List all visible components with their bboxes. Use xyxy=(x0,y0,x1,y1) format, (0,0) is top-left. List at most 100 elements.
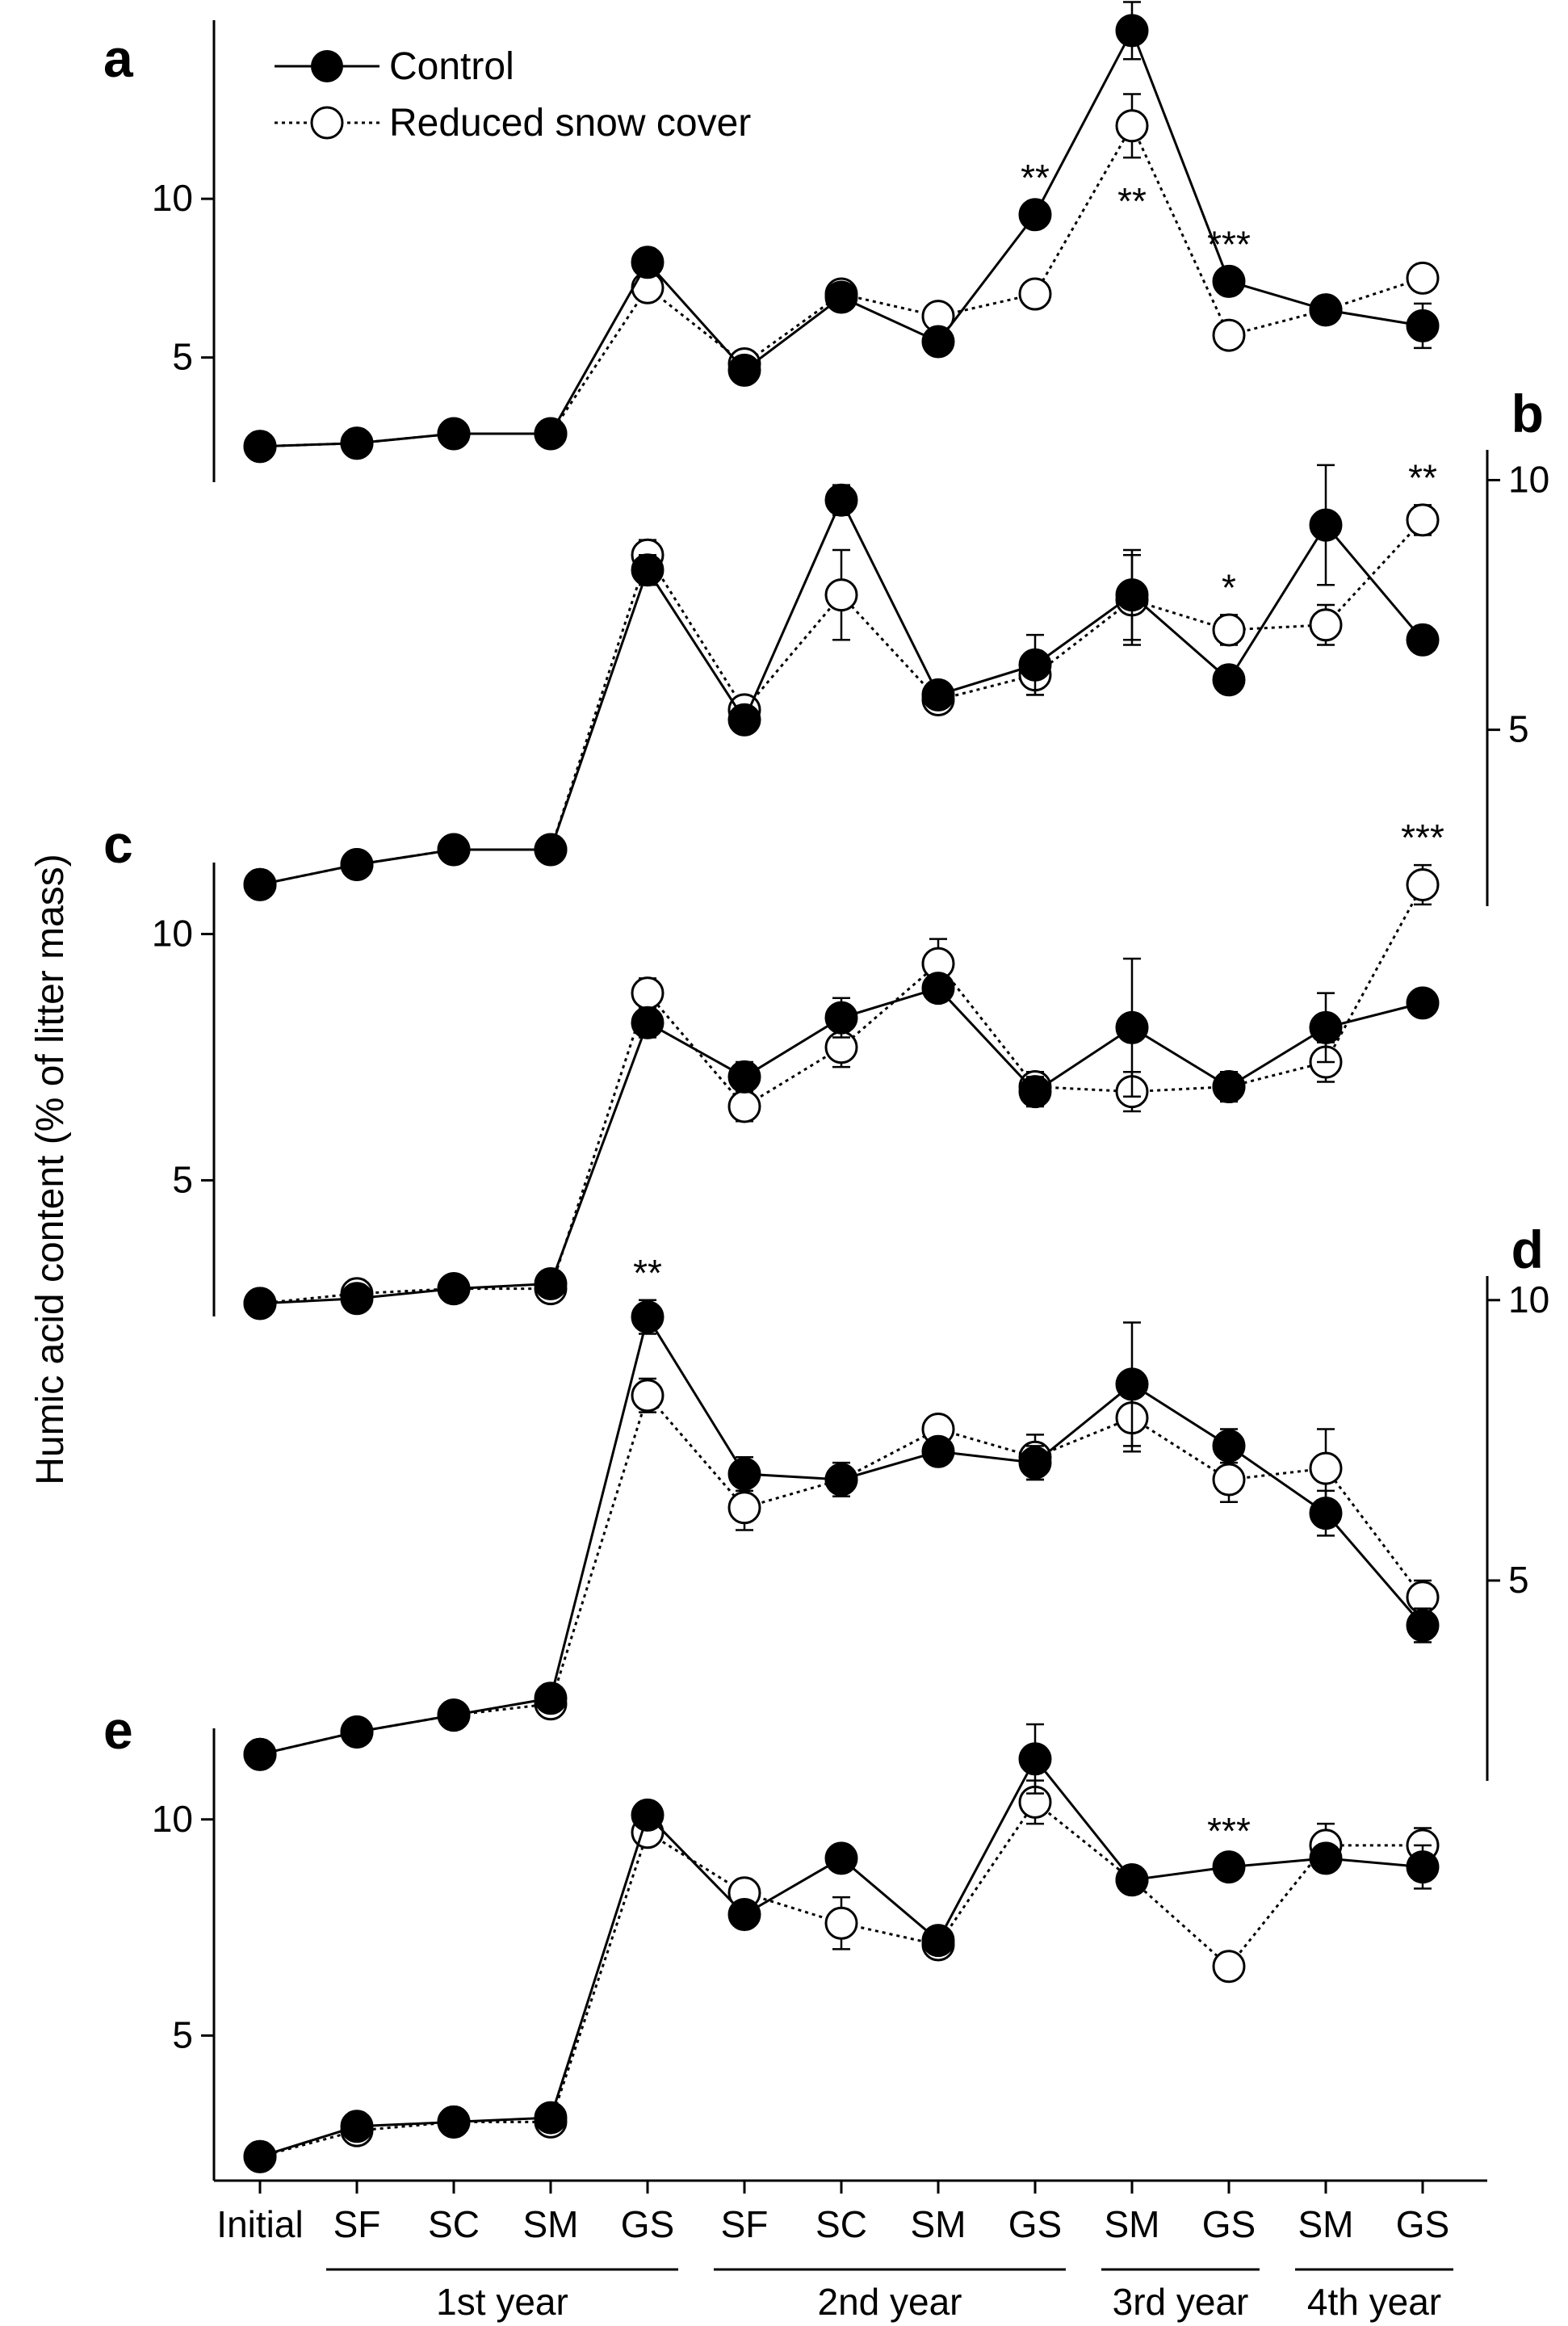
data-point xyxy=(1406,867,1440,901)
data-point xyxy=(1406,1850,1440,1884)
data-point xyxy=(631,1798,665,1832)
data-point xyxy=(437,1272,471,1306)
data-point xyxy=(1212,318,1246,352)
legend-label-control: Control xyxy=(389,45,514,88)
significance-marker: ** xyxy=(633,1252,662,1294)
data-point xyxy=(1115,578,1149,612)
data-point xyxy=(340,848,374,882)
data-point xyxy=(921,678,955,712)
x-tick-label: SC xyxy=(815,2203,867,2245)
data-point xyxy=(1018,277,1052,311)
data-point xyxy=(1406,503,1440,537)
panel-d-letter: d xyxy=(1511,1220,1544,1279)
data-point xyxy=(1115,14,1149,48)
panel-a-letter: a xyxy=(103,28,134,88)
data-point xyxy=(1212,1070,1246,1104)
x-tick-label: SF xyxy=(333,2203,381,2245)
significance-marker: * xyxy=(1222,566,1236,608)
data-point xyxy=(340,426,374,460)
panel-e: e 5 10 *** xyxy=(103,1700,1440,2181)
x-group-label: 2nd year xyxy=(817,2281,962,2323)
data-point xyxy=(437,1698,471,1732)
data-point xyxy=(824,1001,858,1035)
data-point xyxy=(1309,1497,1343,1530)
data-point xyxy=(437,2105,471,2139)
data-point xyxy=(340,1715,374,1749)
x-axis-labels: Initial SF SC SM GS SF SC SM GS SM GS SM GS 1st year 2… xyxy=(216,2181,1453,2323)
panel-e-y-tick-label: 10 xyxy=(152,1798,193,1840)
panel-c-y-tick-label: 10 xyxy=(152,912,193,954)
data-point xyxy=(1309,293,1343,327)
data-point xyxy=(824,1906,858,1940)
data-point xyxy=(534,1267,568,1301)
x-tick-label: SM xyxy=(1298,2203,1354,2245)
panel-a-y-tick-label: 10 xyxy=(152,177,193,219)
x-tick-label: GS xyxy=(621,2203,674,2245)
data-point xyxy=(727,703,761,737)
data-point xyxy=(1018,1742,1052,1776)
data-point xyxy=(340,2110,374,2143)
data-point xyxy=(1115,1010,1149,1044)
x-group-label: 1st year xyxy=(436,2281,568,2323)
data-point xyxy=(1115,1863,1149,1897)
panel-c-y-tick-label: 5 xyxy=(172,1158,193,1200)
data-point xyxy=(534,833,568,867)
significance-marker: ** xyxy=(1408,456,1437,498)
data-point xyxy=(921,325,955,359)
data-point xyxy=(727,1090,761,1123)
data-point xyxy=(1212,1850,1246,1884)
significance-marker: ** xyxy=(1021,157,1050,199)
x-tick-label: SM xyxy=(523,2203,579,2245)
x-tick-label: SF xyxy=(721,2203,769,2245)
data-point xyxy=(1212,1463,1246,1497)
data-point xyxy=(534,417,568,451)
data-point xyxy=(1309,608,1343,642)
x-group-label: 4th year xyxy=(1307,2281,1441,2323)
data-point xyxy=(1309,1010,1343,1044)
panel-e-y-tick-label: 5 xyxy=(172,2013,193,2055)
panel-d-series-control xyxy=(243,1299,1440,1771)
data-point xyxy=(631,553,665,587)
panel-b-series-control xyxy=(243,464,1440,901)
panel-e-letter: e xyxy=(103,1700,133,1760)
data-point xyxy=(1309,1841,1343,1875)
data-point xyxy=(243,1737,277,1771)
data-point xyxy=(1406,986,1440,1020)
data-point xyxy=(921,972,955,1006)
x-group-label: 3rd year xyxy=(1113,2281,1249,2323)
data-point xyxy=(824,1841,858,1875)
data-point xyxy=(437,833,471,867)
data-point xyxy=(921,1924,955,1958)
data-point xyxy=(824,1463,858,1497)
data-point xyxy=(1212,663,1246,697)
data-point xyxy=(921,1434,955,1468)
data-point xyxy=(727,1060,761,1094)
panel-d-y-tick-label: 10 xyxy=(1508,1278,1549,1320)
data-point xyxy=(534,2101,568,2135)
data-point xyxy=(1212,613,1246,647)
data-point xyxy=(824,483,858,517)
data-point xyxy=(243,430,277,464)
data-point xyxy=(243,867,277,901)
data-point xyxy=(243,1287,277,1320)
data-point xyxy=(631,1006,665,1039)
data-point xyxy=(631,246,665,279)
x-tick-label: SC xyxy=(428,2203,480,2245)
data-point xyxy=(727,1491,761,1525)
significance-marker: *** xyxy=(1207,224,1251,266)
significance-marker: *** xyxy=(1401,817,1444,859)
data-point xyxy=(534,1682,568,1715)
panel-a-series-control xyxy=(243,1,1440,464)
x-tick-label: SM xyxy=(911,2203,966,2245)
data-point xyxy=(1115,1367,1149,1401)
panel-d: d 5 10 ** xyxy=(243,1220,1549,1781)
data-point xyxy=(631,1379,665,1413)
data-point xyxy=(1309,508,1343,542)
significance-marker: ** xyxy=(1117,180,1147,222)
data-point xyxy=(1406,623,1440,657)
data-point xyxy=(437,417,471,451)
panel-d-y-tick-label: 5 xyxy=(1508,1559,1529,1601)
